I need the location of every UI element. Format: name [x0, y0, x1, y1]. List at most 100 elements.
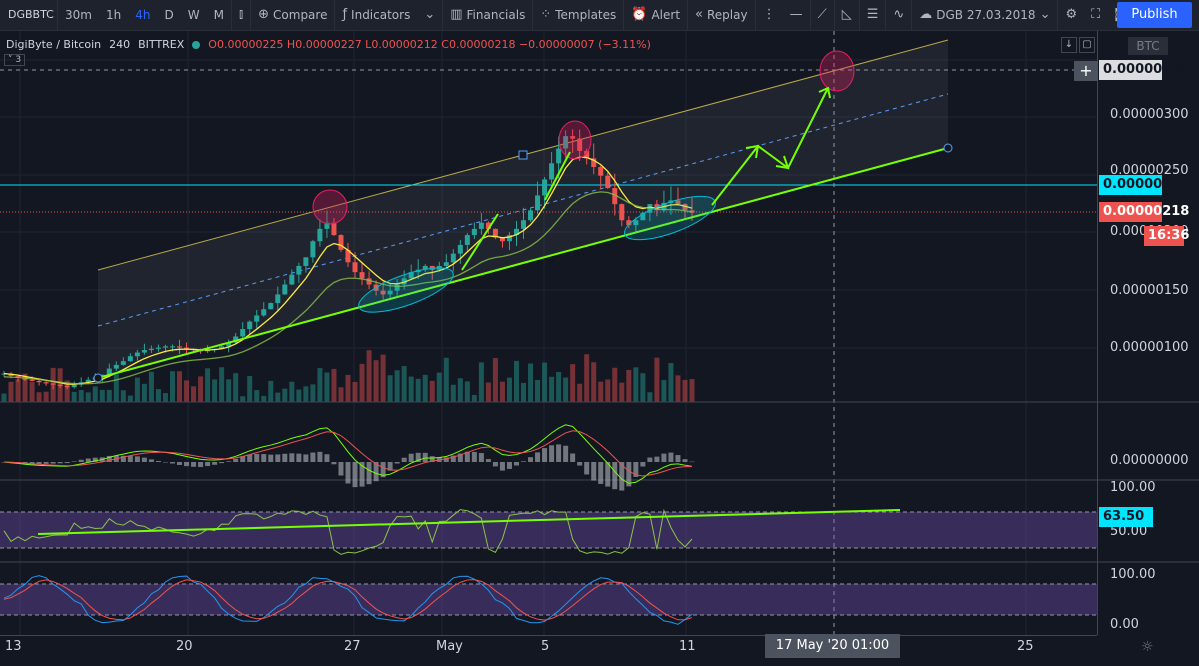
financials-button[interactable]: ▥ Financials	[443, 0, 532, 30]
candle-body	[528, 210, 534, 221]
volume-bar	[598, 381, 604, 402]
macd-histogram-bar	[57, 462, 63, 464]
path-tool[interactable]: ∿	[886, 0, 911, 30]
interval-4h[interactable]: 4h	[135, 8, 151, 22]
compare-label: Compare	[273, 8, 328, 22]
candle-body	[345, 249, 351, 263]
macd-histogram-bar	[549, 445, 555, 462]
macd-histogram-bar	[92, 457, 98, 462]
volume-bar	[85, 392, 91, 402]
volume-bar	[591, 362, 597, 402]
compare-button[interactable]: ⊕ Compare	[251, 0, 334, 30]
volume-bar	[661, 380, 667, 402]
collapse-indicators-button[interactable]: ˅ 3	[4, 54, 26, 66]
volume-bar	[626, 369, 632, 402]
candle-body	[478, 222, 484, 229]
volume-bar	[373, 360, 379, 402]
volume-bar	[29, 382, 35, 402]
macd-histogram-bar	[394, 462, 400, 464]
favorite-drawings-menu[interactable]: ⋮	[756, 0, 783, 30]
pane-down-button[interactable]: ↓	[1061, 37, 1077, 53]
candle-body	[275, 294, 281, 304]
interval-m[interactable]: M	[213, 8, 224, 22]
trendline-handle[interactable]	[93, 373, 103, 383]
divider	[1057, 0, 1059, 30]
channel-handle[interactable]	[518, 150, 528, 160]
macd-histogram-bar	[240, 456, 246, 462]
support-trendline	[97, 147, 949, 379]
indicators-dropdown[interactable]: ⌄	[417, 0, 442, 30]
macd-histogram-bar	[275, 454, 281, 462]
time-axis[interactable]	[0, 635, 1097, 666]
arrow-head	[775, 155, 790, 170]
trendline-handle[interactable]	[943, 143, 953, 153]
gear-icon: ⚙	[1065, 7, 1078, 22]
macd-histogram-bar	[289, 453, 295, 462]
price-axis[interactable]	[1097, 31, 1199, 635]
financials-label: Financials	[466, 8, 526, 22]
candle-body	[422, 265, 428, 270]
macd-pane	[1, 424, 695, 491]
templates-button[interactable]: ⁘ Templates	[533, 0, 623, 30]
candle-body	[233, 336, 239, 343]
replay-button[interactable]: « Replay	[688, 0, 755, 30]
replay-label: Replay	[707, 8, 748, 22]
candle-body	[317, 228, 323, 242]
macd-histogram-bar	[303, 454, 309, 462]
macd-histogram-bar	[233, 458, 239, 462]
alert-button[interactable]: ⏰ Alert	[624, 0, 687, 30]
stoch-band	[0, 584, 1097, 615]
volume-bar	[22, 373, 28, 402]
macd-histogram-bar	[577, 462, 583, 466]
candle-body	[303, 257, 309, 266]
candles-style-button[interactable]: ⫾	[232, 0, 250, 30]
rsi-tick: 50.00	[1110, 524, 1148, 539]
volume-bar	[247, 376, 253, 402]
settings-button[interactable]: ⚙	[1058, 0, 1084, 30]
volume-bar	[92, 386, 98, 402]
add-horizontal-line-button[interactable]: +	[1074, 61, 1098, 81]
pane-maximize-button[interactable]: ▢	[1079, 37, 1095, 53]
horizontal-line-price-tag: 0.00000241	[1099, 175, 1189, 195]
candle-body	[521, 220, 527, 229]
symbol-search[interactable]: DGBBTC	[0, 0, 58, 30]
chart-settings-gear-icon[interactable]: ☼	[1141, 639, 1154, 655]
indicators-button[interactable]: ƒ Indicators	[335, 0, 417, 30]
interval-w[interactable]: W	[187, 8, 200, 22]
candle-body	[633, 220, 639, 226]
candle-body	[296, 265, 302, 275]
publish-button[interactable]: Publish	[1117, 2, 1192, 28]
layout-button[interactable]: ☁ DGB 27.03.2018 ⌄	[912, 0, 1057, 30]
time-tick: 25	[1017, 639, 1034, 654]
templates-label: Templates	[555, 8, 617, 22]
maximize-icon: ▢	[1082, 39, 1092, 50]
fib-retracement-tool[interactable]: ☰	[860, 0, 886, 30]
volume-bar	[619, 382, 625, 402]
collapsed-count: 3	[15, 55, 22, 65]
fib-fan-tool[interactable]: ◺	[835, 0, 859, 30]
candle-body	[682, 204, 688, 211]
volume-bar	[191, 386, 197, 402]
volume-bar	[99, 389, 105, 402]
fullscreen-button[interactable]: ⛶	[1084, 0, 1107, 30]
crosshair-price-tag: 0.00000340	[1099, 60, 1189, 80]
currency-label[interactable]: BTC	[1128, 37, 1168, 55]
interval-d[interactable]: D	[164, 8, 174, 22]
top-highlight-1	[312, 189, 348, 225]
crosshair-time-tag: 17 May '20 01:00	[765, 634, 900, 658]
macd-histogram-bar	[78, 459, 84, 462]
interval-30m[interactable]: 30m	[65, 8, 92, 22]
horizontal-line-icon: —	[789, 7, 803, 22]
collapse-arrow-icon: ˅	[8, 55, 16, 65]
symbol-title[interactable]: DigiByte / Bitcoin	[6, 38, 102, 51]
volume-bar	[647, 392, 653, 402]
candle-body	[485, 222, 491, 229]
macd-histogram-bar	[155, 460, 161, 462]
horizontal-line-tool[interactable]: —	[783, 0, 810, 30]
macd-histogram-bar	[492, 462, 498, 467]
trend-line-tool[interactable]: ⟋	[811, 0, 834, 30]
volume-bar	[296, 389, 302, 402]
interval-1h[interactable]: 1h	[105, 8, 122, 22]
volume-bar	[352, 381, 358, 402]
